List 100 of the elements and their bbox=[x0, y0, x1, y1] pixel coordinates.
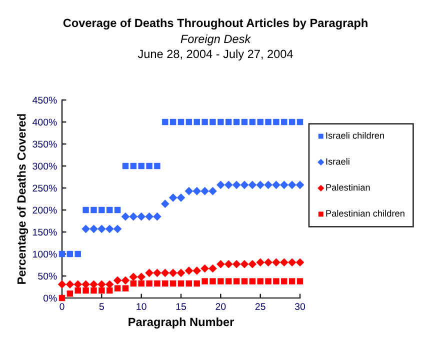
point bbox=[288, 258, 296, 267]
y-tick-label: 250% bbox=[32, 184, 57, 192]
point bbox=[154, 162, 160, 170]
point bbox=[241, 278, 248, 284]
point bbox=[90, 287, 97, 294]
point bbox=[114, 285, 121, 292]
point bbox=[114, 206, 121, 214]
point bbox=[90, 206, 97, 214]
point bbox=[192, 266, 202, 275]
point bbox=[138, 280, 144, 287]
point bbox=[170, 118, 176, 126]
point bbox=[122, 162, 129, 170]
point bbox=[249, 278, 256, 284]
point bbox=[233, 278, 240, 284]
point bbox=[296, 278, 304, 284]
x-tick-label: 0 bbox=[60, 303, 64, 310]
point bbox=[160, 268, 170, 278]
point bbox=[121, 212, 130, 221]
point bbox=[162, 118, 168, 126]
point bbox=[121, 276, 130, 285]
text: June 28, 2004 - July 27, 2004 bbox=[138, 49, 293, 60]
point bbox=[66, 250, 74, 258]
legend-label: Israeli bbox=[326, 158, 350, 165]
point bbox=[178, 118, 184, 126]
chart-title: Coverage of Deaths Throughout Articles by Paragraph bbox=[63, 18, 368, 30]
point bbox=[202, 118, 208, 126]
point bbox=[186, 118, 192, 126]
point bbox=[288, 180, 296, 190]
point bbox=[256, 180, 264, 190]
point bbox=[288, 278, 296, 284]
legend-label: Palestinian bbox=[326, 184, 370, 191]
point bbox=[200, 264, 209, 273]
point bbox=[154, 280, 160, 287]
point bbox=[224, 180, 233, 190]
point bbox=[192, 186, 202, 196]
point bbox=[281, 118, 288, 126]
point bbox=[130, 162, 137, 170]
point bbox=[106, 287, 113, 294]
point bbox=[296, 258, 304, 267]
point bbox=[129, 212, 138, 221]
point bbox=[280, 180, 288, 190]
point bbox=[240, 260, 249, 268]
point bbox=[106, 206, 113, 214]
point bbox=[225, 118, 232, 126]
x-tick-label: 10 bbox=[136, 303, 146, 310]
x-axis-title: Paragraph Number bbox=[128, 317, 234, 329]
x-tick-label: 30 bbox=[294, 303, 306, 310]
y-tick-label: 50% bbox=[38, 272, 57, 280]
point bbox=[200, 186, 209, 196]
point bbox=[218, 118, 224, 126]
point bbox=[257, 278, 264, 284]
point bbox=[98, 287, 105, 294]
x-tick-label: 15 bbox=[176, 303, 186, 310]
point bbox=[74, 250, 81, 258]
point bbox=[248, 180, 257, 190]
point bbox=[265, 118, 272, 126]
point bbox=[218, 278, 224, 284]
point bbox=[280, 258, 288, 267]
point bbox=[153, 268, 162, 278]
point bbox=[241, 118, 248, 126]
point bbox=[58, 250, 66, 258]
point bbox=[232, 180, 241, 190]
legend-label: Palestinian children bbox=[326, 210, 404, 217]
point bbox=[66, 290, 74, 297]
point bbox=[146, 162, 152, 170]
point bbox=[82, 287, 89, 294]
point bbox=[216, 260, 225, 268]
x-tick-label: 5 bbox=[99, 303, 104, 310]
point bbox=[210, 278, 216, 284]
point bbox=[296, 180, 304, 190]
point bbox=[66, 280, 74, 289]
point bbox=[137, 272, 146, 282]
point bbox=[281, 278, 288, 284]
point bbox=[184, 186, 194, 196]
point bbox=[178, 280, 184, 287]
point bbox=[273, 278, 280, 284]
point bbox=[105, 224, 114, 234]
y-tick-label: 450% bbox=[32, 96, 57, 104]
point bbox=[113, 224, 122, 234]
point bbox=[90, 224, 98, 234]
y-tick-label: 300% bbox=[32, 162, 57, 170]
point bbox=[264, 180, 272, 190]
point bbox=[176, 268, 186, 278]
point bbox=[257, 118, 264, 126]
point bbox=[113, 276, 122, 285]
point bbox=[184, 266, 194, 275]
point bbox=[98, 206, 105, 214]
point bbox=[202, 278, 208, 284]
point bbox=[176, 194, 186, 202]
point bbox=[208, 264, 217, 273]
point bbox=[224, 260, 233, 268]
y-tick-label: 100% bbox=[33, 250, 57, 258]
y-tick-label: 400% bbox=[32, 118, 57, 126]
point bbox=[272, 180, 280, 190]
point bbox=[233, 118, 240, 126]
point bbox=[138, 162, 144, 170]
point bbox=[249, 118, 256, 126]
y-tick-label: 150% bbox=[33, 228, 57, 236]
point bbox=[130, 280, 137, 287]
point bbox=[194, 280, 200, 287]
